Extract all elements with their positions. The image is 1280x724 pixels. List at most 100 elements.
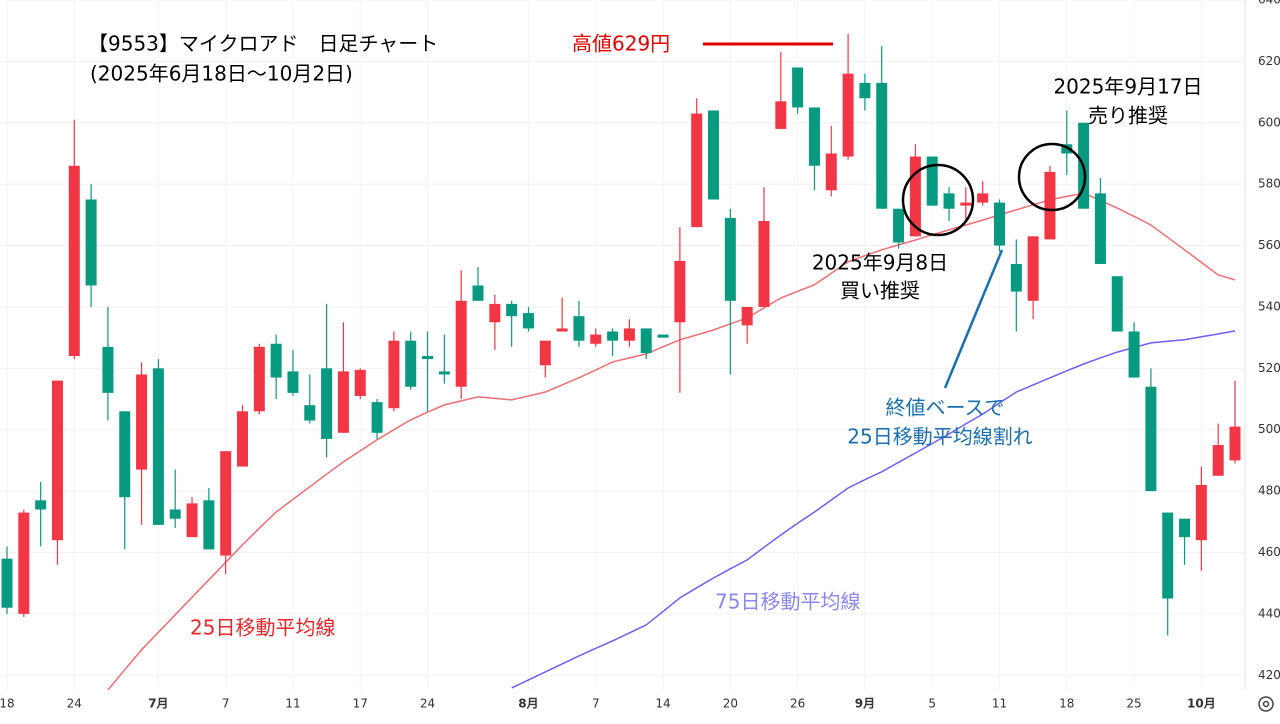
x-tick-label: 26 <box>790 697 805 711</box>
candle-body <box>590 334 602 344</box>
candle-body <box>943 193 955 209</box>
candle-body <box>472 285 484 301</box>
chart-title: 【9553】マイクロアド 日足チャート <box>88 32 438 56</box>
candle-body <box>506 303 518 317</box>
candle-body <box>422 356 434 360</box>
candle-body <box>708 110 720 200</box>
x-tick-label: 7 <box>222 697 230 711</box>
candle-body <box>203 500 215 550</box>
line-label: 75日移動平均線 <box>715 590 860 614</box>
x-tick-label: 7月 <box>148 697 168 711</box>
candle-body <box>539 340 551 366</box>
candle-body <box>220 451 232 556</box>
candle-body <box>623 328 635 341</box>
candle-body <box>371 402 383 433</box>
candle-body <box>1027 236 1039 301</box>
grid <box>0 0 1245 690</box>
candle-body <box>68 165 80 357</box>
candle-body <box>1162 512 1174 599</box>
y-tick-label: 500 <box>1258 422 1280 436</box>
candle-body <box>1 558 13 608</box>
high-label: 高値629円 <box>572 32 670 56</box>
x-tick-label: 11 <box>992 697 1007 711</box>
candle-body <box>893 208 905 243</box>
candle-body <box>825 153 837 191</box>
moving-average-line <box>511 330 1236 689</box>
candle-body <box>657 334 669 338</box>
y-tick-label: 640 <box>1258 0 1280 7</box>
candle-body <box>1145 386 1157 492</box>
candle-body <box>270 343 282 378</box>
candle-body <box>607 331 619 341</box>
candle-body <box>169 509 181 519</box>
x-tick-label: 18 <box>0 697 15 711</box>
candle-body <box>438 371 450 375</box>
candle-body <box>102 346 114 393</box>
pointer-line <box>943 249 1004 389</box>
x-tick-label: 7 <box>592 697 600 711</box>
candle-body <box>640 328 652 353</box>
candle-body <box>674 260 686 323</box>
candle-body <box>337 371 349 433</box>
candle-body <box>1094 193 1106 264</box>
buy-circle <box>901 163 975 237</box>
candle-body <box>489 303 501 323</box>
candle-body <box>405 340 417 387</box>
candle-body <box>926 156 938 206</box>
buy-text: 買い推奨 <box>840 279 920 303</box>
candle-body <box>556 328 568 332</box>
candle-body <box>758 220 770 307</box>
candle-body <box>1111 276 1123 332</box>
settings-icon[interactable] <box>1258 696 1274 712</box>
candle-body <box>186 503 198 538</box>
candle-body <box>724 217 736 301</box>
candle-body <box>287 371 299 393</box>
candle-body <box>35 500 47 510</box>
buy-date: 2025年9月8日 <box>812 251 948 275</box>
candle-body <box>1044 171 1056 240</box>
candle-body <box>119 411 131 498</box>
x-tick-label: 24 <box>420 697 435 711</box>
candle-body <box>993 202 1005 246</box>
y-tick-label: 540 <box>1258 299 1280 313</box>
y-tick-label: 420 <box>1258 668 1280 682</box>
x-tick-label: 9月 <box>855 697 875 711</box>
candle-body <box>1212 445 1224 476</box>
plot-area <box>1 33 1241 690</box>
candle-body <box>18 512 30 614</box>
y-tick-label: 460 <box>1258 545 1280 559</box>
x-tick-label: 17 <box>353 697 368 711</box>
x-tick-label: 25 <box>1126 697 1141 711</box>
candle-body <box>1128 331 1140 378</box>
candle-body <box>136 374 148 470</box>
settings-icon-center <box>1262 700 1270 708</box>
candle-body <box>842 73 854 157</box>
candle-body <box>775 101 787 129</box>
sell-date: 2025年9月17日 <box>1053 75 1202 99</box>
y-tick-label: 560 <box>1258 238 1280 252</box>
candle-body <box>977 193 989 203</box>
candle-body <box>1195 484 1207 541</box>
candle-body <box>51 380 63 541</box>
y-tick-label: 520 <box>1258 361 1280 375</box>
y-tick-label: 440 <box>1258 606 1280 620</box>
chart-subtitle: (2025年6月18日～10月2日) <box>90 62 353 86</box>
candle-body <box>741 306 753 326</box>
y-tick-label: 480 <box>1258 484 1280 498</box>
candle-body <box>237 411 249 467</box>
candle-body <box>321 368 333 439</box>
line-label: 25日移動平均線 <box>190 616 335 640</box>
candle-body <box>1061 144 1073 154</box>
candle-body <box>304 405 316 421</box>
break-text: 終値ベースで <box>886 396 1005 420</box>
candle-body <box>909 156 921 237</box>
candle-body <box>960 202 972 206</box>
candle-body <box>253 346 265 412</box>
candle-body <box>522 313 534 329</box>
candle-body <box>573 316 585 341</box>
break-text: 25日移動平均線割れ <box>847 425 1032 449</box>
sell-circle <box>1017 142 1087 212</box>
